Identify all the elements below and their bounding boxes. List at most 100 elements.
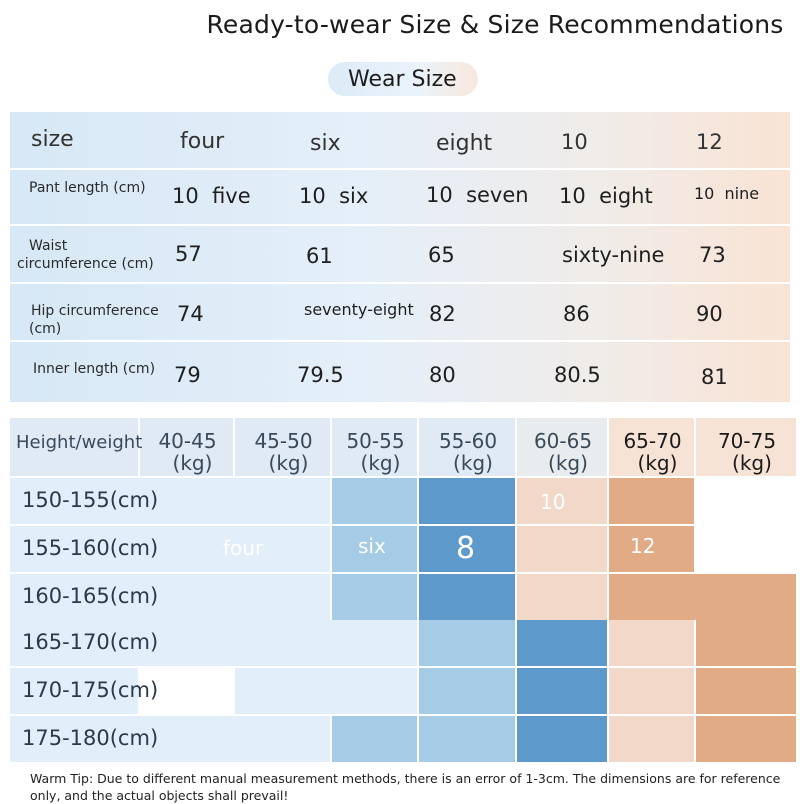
- size-zone-four: [10, 668, 138, 714]
- size-zone-four: [10, 526, 330, 572]
- hip-eight: 82: [429, 302, 456, 326]
- row-label-waist: Waist circumference (cm): [17, 237, 154, 273]
- weight-range-label: 65-70: [623, 429, 682, 453]
- size-zone-twelve: [696, 620, 796, 666]
- grid-corner-label: Height/weight: [16, 432, 143, 453]
- size-zone-twelve: [609, 478, 694, 524]
- waist-label-line2: circumference (cm): [17, 256, 154, 272]
- grid-header-cell: [609, 418, 694, 476]
- header-size-four: four: [180, 129, 225, 154]
- waist-10: sixty-nine: [562, 243, 665, 267]
- header-size-10: 10: [561, 130, 588, 154]
- table-divider: [10, 340, 790, 342]
- inner-length-eight: 80: [429, 363, 456, 387]
- row-label-inner-length: Inner length (cm): [33, 361, 156, 377]
- wear-size-label: Wear Size: [348, 67, 457, 92]
- pant-length-six: 10 six: [299, 184, 369, 208]
- hip-label-line1: Hip circumference: [31, 303, 159, 319]
- wear-size-badge: Wear Size: [328, 62, 478, 96]
- size-zone-six: [419, 716, 515, 762]
- header-size: size: [31, 127, 74, 152]
- grid-header-cell: [332, 418, 417, 476]
- weight-column-header: 40-45 (kg): [140, 430, 235, 474]
- weight-unit-label: (kg): [453, 451, 493, 475]
- weight-unit-label: (kg): [548, 451, 588, 475]
- hip-10: 86: [563, 302, 590, 326]
- size-zone-four: [10, 716, 330, 762]
- size-zone-eight: [517, 620, 607, 666]
- warm-tip: Warm Tip: Due to different manual measur…: [30, 771, 781, 803]
- table-divider: [10, 224, 790, 226]
- weight-column-header: 65-70 (kg): [609, 430, 696, 474]
- table-divider: [10, 168, 790, 170]
- size-zone-six: [419, 620, 515, 666]
- size-zone-ten: [609, 716, 694, 762]
- waist-12: 73: [699, 243, 726, 267]
- height-row-label: 150-155(cm): [22, 488, 159, 512]
- inner-length-six: 79.5: [297, 363, 344, 387]
- size-zone-twelve: [609, 526, 694, 572]
- waist-label-line1: Waist: [29, 238, 68, 254]
- header-size-eight: eight: [436, 131, 493, 156]
- size-zone-ten: [609, 620, 694, 666]
- weight-unit-label: (kg): [268, 451, 309, 475]
- size-zone-eight: [517, 668, 607, 714]
- weight-range-label: 70-75: [717, 429, 777, 453]
- size-zone-four: [10, 574, 330, 620]
- weight-range-label: 55-60: [438, 429, 498, 453]
- size-zone-ten: [609, 668, 694, 714]
- weight-column-header: 50-55 (kg): [332, 430, 419, 474]
- size-zone-eight: [517, 716, 607, 762]
- pant-length-eight: 10 seven: [426, 183, 529, 207]
- weight-unit-label: (kg): [172, 451, 213, 475]
- pant-length-four: 10 five: [172, 184, 251, 208]
- size-zone-six: [332, 526, 417, 572]
- pant-length-12: 10 nine: [694, 184, 760, 203]
- height-row-label: 170-175(cm): [22, 678, 159, 702]
- height-row-label: 165-170(cm): [22, 630, 159, 654]
- weight-column-header: 55-60 (kg): [419, 430, 517, 474]
- size-zone-four: [10, 478, 330, 524]
- size-zone-four: [235, 668, 417, 714]
- waist-four: 57: [175, 242, 202, 266]
- grid-header-cell: [419, 418, 515, 476]
- hip-six: seventy-eight: [304, 300, 414, 319]
- size-zone-ten: [517, 574, 607, 620]
- weight-unit-label: (kg): [637, 451, 678, 475]
- size-zone-eight: [419, 574, 515, 620]
- size-label-six: six: [358, 534, 386, 558]
- size-recommendation-grid: Height/weight 40-45 (kg) 45-50 (kg) 50-55 (kg)…: [10, 418, 798, 766]
- row-label-hip: Hip circumference (cm): [29, 302, 159, 338]
- header-size-12: 12: [696, 130, 723, 154]
- inner-length-10: 80.5: [554, 363, 601, 387]
- hip-label-line2: (cm): [29, 321, 62, 337]
- hip-12: 90: [696, 302, 723, 326]
- header-size-six: six: [310, 131, 341, 156]
- size-zone-six: [332, 716, 417, 762]
- weight-column-header: 60-65 (kg): [517, 430, 609, 474]
- size-label-twelve: 12: [630, 534, 656, 558]
- size-table: size four six eight 10 12 Pant length (c…: [10, 112, 790, 402]
- height-row-label: 160-165(cm): [22, 584, 159, 608]
- pant-length-10: 10 eight: [559, 184, 653, 208]
- weight-range-label: 40-45: [158, 429, 217, 453]
- size-zone-eight: [419, 478, 515, 524]
- height-row-label: 155-160(cm): [22, 536, 159, 560]
- grid-header-corner-cell: [10, 418, 138, 476]
- size-zone-twelve: [696, 668, 796, 714]
- grid-header-cell: [696, 418, 796, 476]
- row-label-pant-length: Pant length (cm): [29, 180, 146, 196]
- weight-column-header: 45-50 (kg): [235, 430, 332, 474]
- weight-unit-label: (kg): [360, 451, 401, 475]
- page-title: Ready-to-wear Size & Size Recommendation…: [206, 10, 784, 39]
- grid-header-cell: [140, 418, 233, 476]
- size-zone-six: [332, 478, 417, 524]
- size-zone-twelve: [609, 574, 796, 620]
- grid-header-cell: [517, 418, 607, 476]
- size-zone-eight: [419, 526, 515, 572]
- size-zone-ten: [517, 526, 607, 572]
- size-zone-six: [419, 668, 515, 714]
- table-divider: [10, 282, 790, 284]
- height-row-label: 175-180(cm): [22, 726, 159, 750]
- size-label-four: four: [223, 536, 264, 560]
